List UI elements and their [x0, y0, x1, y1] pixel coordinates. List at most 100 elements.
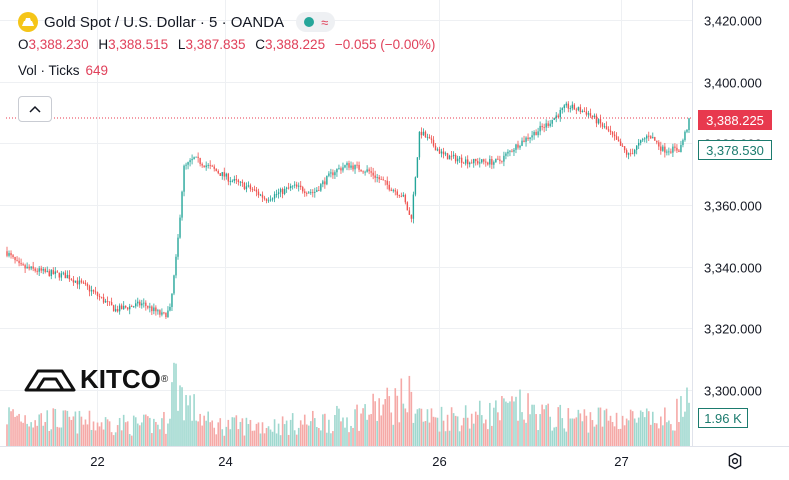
candle-body: [157, 310, 159, 312]
candle-body: [601, 123, 604, 127]
candle-body: [306, 193, 308, 194]
y-tick-label: 3,360.000: [704, 199, 762, 214]
volume-bar: [18, 413, 20, 446]
volume-bar: [653, 423, 656, 446]
candle-body: [686, 129, 688, 132]
candle-body: [38, 268, 40, 272]
volume-bar: [205, 420, 207, 446]
candle-body: [205, 165, 207, 168]
candle-body: [553, 118, 555, 120]
volume-bar: [328, 419, 330, 446]
candle-body: [151, 306, 153, 312]
volume-bar: [255, 423, 258, 446]
volume-bar: [579, 413, 582, 446]
volume-bar: [183, 420, 185, 446]
symbol-title[interactable]: Gold Spot / U.S. Dollar · 5 · OANDA: [44, 13, 285, 31]
volume-bar: [557, 407, 560, 446]
y-tick-label: 3,300.000: [704, 384, 762, 399]
candle-body: [511, 150, 513, 152]
candle-body: [80, 280, 83, 283]
volume-bar: [74, 411, 77, 446]
volume-bar: [418, 408, 421, 446]
candle-body: [320, 184, 322, 191]
volume-bar: [507, 402, 509, 446]
volume-bar: [110, 432, 113, 446]
volume-bar: [60, 427, 63, 446]
candle-body: [342, 167, 344, 171]
candle-body: [458, 157, 461, 159]
volume-bar: [42, 425, 45, 446]
volume-bar: [567, 408, 570, 446]
candle-body: [412, 194, 415, 219]
candle-body: [308, 192, 310, 194]
volume-bar: [80, 416, 83, 446]
candle-body: [167, 310, 169, 318]
candle-body: [253, 189, 256, 191]
legend-title-row[interactable]: Gold Spot / U.S. Dollar · 5 · OANDA ≈: [18, 10, 441, 34]
candle-body: [155, 307, 157, 312]
volume-bar: [301, 424, 304, 446]
candle-body: [271, 198, 274, 200]
volume-bar: [32, 427, 34, 446]
candle-body: [72, 279, 75, 283]
candle-body: [241, 181, 244, 183]
volume-bar: [285, 420, 288, 446]
volume-bar: [233, 417, 236, 446]
collapse-legend-button[interactable]: [18, 96, 52, 122]
candle-body: [573, 104, 576, 110]
volume-bar: [237, 429, 240, 446]
volume-bar: [90, 429, 93, 446]
candle-body: [16, 260, 18, 261]
market-status-pill[interactable]: ≈: [296, 12, 336, 32]
volume-bar: [314, 418, 316, 446]
candle-body: [46, 270, 48, 272]
candle-body: [646, 135, 648, 139]
candle-body: [207, 165, 209, 166]
time-axis[interactable]: 22 24 26 27: [90, 454, 628, 469]
candle-body: [479, 162, 481, 164]
volume-bar: [555, 426, 558, 446]
volume-bar: [336, 405, 338, 446]
volume-bar: [660, 416, 662, 446]
open-label: O: [18, 37, 29, 52]
volume-bar: [364, 404, 366, 446]
x-tick-label: 22: [90, 454, 104, 469]
candle-body: [129, 306, 131, 310]
candle-body: [350, 165, 352, 168]
candle-body: [493, 162, 495, 165]
candle-body: [30, 266, 32, 269]
candle-body: [483, 159, 485, 162]
volume-legend[interactable]: Vol · Ticks 649: [18, 63, 441, 83]
gear-icon[interactable]: [726, 452, 744, 470]
volume-bar: [664, 407, 666, 446]
candle-body: [462, 162, 465, 164]
candle-body: [20, 263, 22, 265]
candle-body: [680, 144, 682, 152]
volume-bar: [173, 362, 175, 446]
volume-bar: [436, 417, 439, 446]
volume-bar: [480, 415, 483, 446]
volume-bar: [346, 417, 348, 446]
candle-body: [585, 111, 588, 115]
candle-body: [159, 310, 161, 315]
candle-body: [139, 301, 141, 306]
volume-bar: [309, 421, 312, 446]
candle-body: [378, 177, 380, 180]
volume-bar: [390, 412, 393, 446]
candle-body: [629, 153, 632, 155]
candle-body: [86, 284, 89, 287]
price-axis[interactable]: 3,420.0003,400.0003,380.0003,360.0003,34…: [704, 14, 762, 399]
candle-body: [340, 168, 342, 171]
candles[interactable]: [6, 101, 690, 319]
volume-label: Vol · Ticks: [18, 63, 80, 78]
volume-bar: [525, 422, 527, 446]
candle-body: [446, 153, 449, 160]
volume-bar: [118, 417, 121, 446]
candle-body: [88, 286, 91, 292]
candle-body: [631, 153, 634, 155]
candle-body: [507, 151, 509, 154]
candle-body: [56, 271, 59, 273]
volume-bar: [611, 421, 614, 446]
candle-body: [181, 191, 183, 218]
volume-bar: [326, 432, 328, 446]
